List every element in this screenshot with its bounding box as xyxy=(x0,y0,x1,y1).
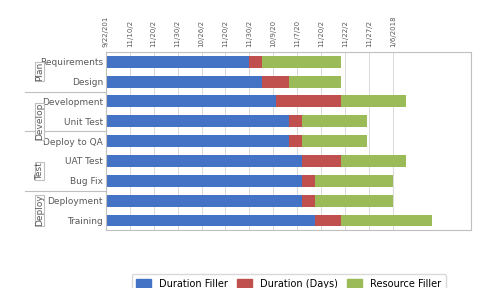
Bar xyxy=(314,195,392,206)
Bar xyxy=(301,195,314,206)
Bar xyxy=(275,96,340,107)
Bar xyxy=(106,76,262,88)
Bar xyxy=(314,215,340,226)
Bar xyxy=(106,195,301,206)
Bar xyxy=(340,96,405,107)
Bar xyxy=(314,175,392,187)
Bar xyxy=(301,115,366,127)
Bar xyxy=(106,115,288,127)
Legend: Duration Filler, Duration (Days), Resource Filler: Duration Filler, Duration (Days), Resour… xyxy=(131,274,445,288)
Text: Deploy: Deploy xyxy=(35,195,44,226)
Bar xyxy=(106,175,301,187)
Bar xyxy=(249,56,262,68)
Text: Plan: Plan xyxy=(35,62,44,81)
Bar xyxy=(262,56,340,68)
Bar xyxy=(288,76,340,88)
Bar xyxy=(301,135,366,147)
Bar xyxy=(340,155,405,167)
Bar xyxy=(106,56,249,68)
Bar xyxy=(106,215,314,226)
Bar xyxy=(106,96,275,107)
Bar xyxy=(301,155,340,167)
Text: Develop: Develop xyxy=(35,103,44,140)
Bar xyxy=(301,175,314,187)
Bar xyxy=(106,135,288,147)
Bar xyxy=(288,115,301,127)
Bar xyxy=(106,155,301,167)
Bar xyxy=(262,76,288,88)
Text: Test: Test xyxy=(35,162,44,180)
Bar xyxy=(288,135,301,147)
Bar xyxy=(340,215,432,226)
